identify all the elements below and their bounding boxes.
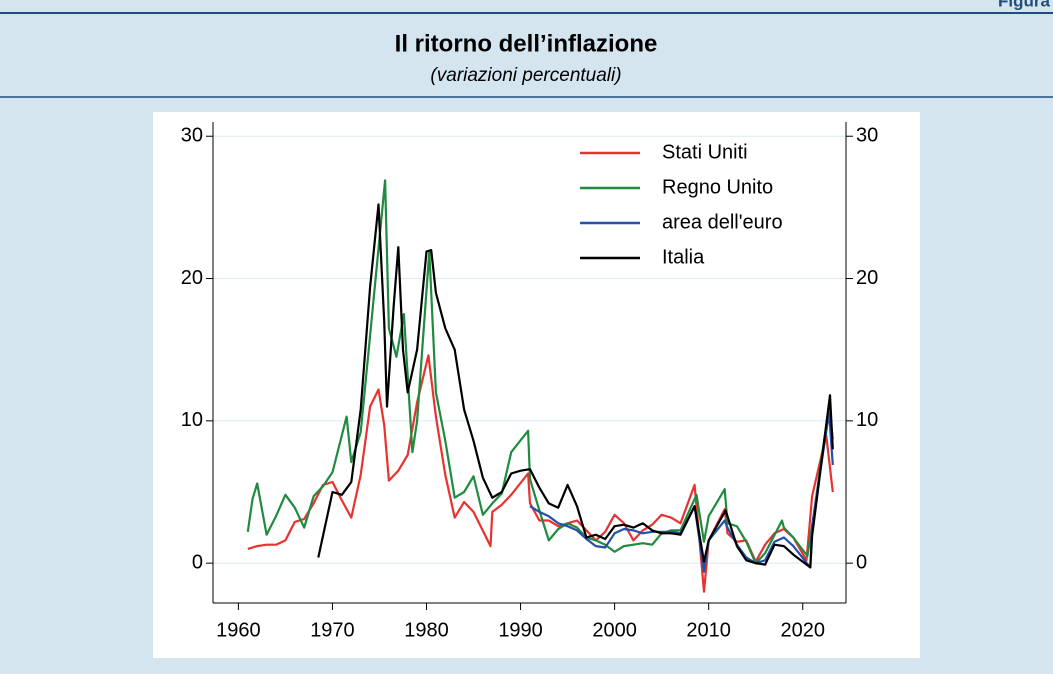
y2-tick-label: 20 [856,267,878,289]
y-tick-label: 30 [181,125,203,147]
chart-subtitle: (variazioni percentuali) [430,65,621,86]
figure-label: Figura [998,0,1050,10]
legend-label: Italia [662,246,705,268]
chart-title: Il ritorno dell’inflazione [395,30,658,57]
series-line [317,203,834,569]
x-tick-label: 2000 [592,619,637,641]
x-tick-label: 1990 [498,619,543,641]
y-tick-label: 10 [181,409,203,431]
y-tick-label: 20 [181,267,203,289]
legend-label: Regno Unito [662,176,773,198]
x-tick-label: 1960 [216,619,261,641]
x-tick-label: 2010 [686,619,731,641]
y-tick-label: 0 [192,551,203,573]
legend-label: Stati Uniti [662,141,748,163]
legend-label: area dell'euro [662,211,783,233]
x-tick-label: 1980 [404,619,449,641]
y2-tick-label: 0 [856,551,867,573]
x-tick-label: 1970 [310,619,355,641]
y2-tick-label: 30 [856,125,878,147]
plot-panel [153,112,920,658]
y2-tick-label: 10 [856,409,878,431]
x-tick-label: 2020 [780,619,825,641]
